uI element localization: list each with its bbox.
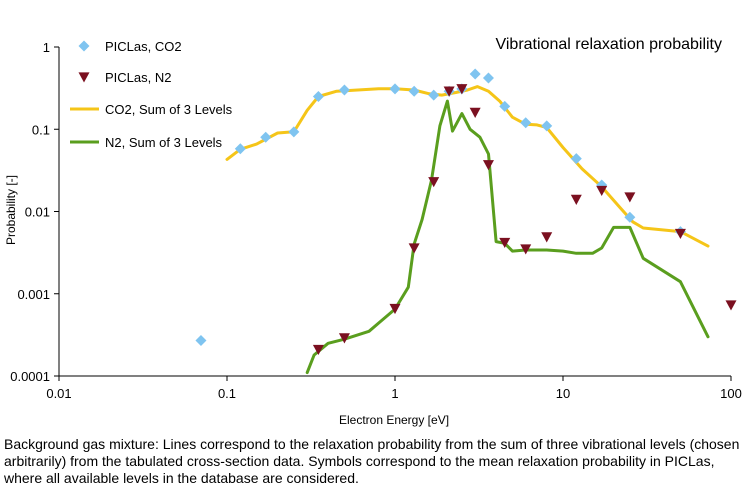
x-tick-label: 1 — [391, 386, 398, 401]
n2-data-point — [312, 344, 324, 355]
legend: PICLas, CO2 PICLas, N2 CO2, Sum of 3 Level… — [70, 39, 233, 150]
n2-data-point — [482, 160, 494, 171]
co2-data-point — [541, 120, 553, 132]
y-tick-label: 0.0001 — [10, 369, 50, 384]
co2-data-point — [570, 153, 582, 165]
y-tick-label: 0.001 — [17, 287, 50, 302]
n2-data-point — [408, 243, 420, 254]
n2-data-point — [596, 185, 608, 197]
co2-data-point — [195, 335, 207, 347]
series-lines — [225, 85, 710, 375]
co2-data-point — [338, 84, 350, 96]
n2-data-point — [499, 237, 511, 248]
axes: 0.01 0.1 1 10 100 0.0001 0.001 0.01 0.1 1 — [10, 40, 742, 401]
legend-marker-swatch — [78, 72, 90, 83]
n2-data-point — [443, 86, 455, 97]
legend-item-3: N2, Sum of 3 Levels — [70, 135, 223, 150]
n2-data-point — [570, 194, 582, 205]
n2-data-point — [725, 300, 737, 311]
series-line-2 — [225, 85, 710, 248]
n2-data-point — [456, 84, 468, 95]
legend-label: N2, Sum of 3 Levels — [105, 135, 223, 150]
legend-item-2: CO2, Sum of 3 Levels — [70, 102, 233, 117]
n2-data-point — [389, 303, 401, 315]
legend-item-0: PICLas, CO2 — [78, 39, 182, 54]
legend-label: CO2, Sum of 3 Levels — [105, 102, 233, 117]
legend-marker-swatch — [78, 40, 90, 52]
x-tick-label: 10 — [556, 386, 570, 401]
co2-data-point — [428, 89, 440, 101]
co2-data-point — [312, 91, 324, 103]
n2-data-point — [469, 107, 481, 118]
n2-data-point — [520, 244, 532, 255]
co2-data-point — [408, 85, 420, 97]
n2-data-point — [428, 177, 440, 188]
series-line-3 — [305, 99, 710, 375]
relaxation-probability-chart: 0.01 0.1 1 10 100 0.0001 0.001 0.01 0.1 1 Vibrati… — [4, 36, 742, 427]
co2-data-point — [288, 126, 300, 138]
co2-data-point — [234, 143, 246, 155]
y-axis-label: Probability [-] — [4, 175, 18, 245]
legend-label: PICLas, N2 — [105, 70, 171, 85]
co2-data-point — [624, 211, 636, 223]
y-tick-label: 0.01 — [25, 205, 50, 220]
series-markers — [195, 68, 737, 355]
n2-data-point — [674, 228, 686, 240]
co2-data-point — [469, 68, 481, 80]
chart-caption: Background gas mixture: Lines correspond… — [4, 436, 740, 486]
co2-data-point — [260, 131, 272, 143]
n2-data-point — [624, 192, 636, 203]
legend-item-1: PICLas, N2 — [78, 70, 171, 85]
x-tick-label: 0.01 — [46, 386, 71, 401]
x-axis-label: Electron Energy [eV] — [339, 413, 449, 427]
x-tick-label: 100 — [720, 386, 742, 401]
co2-data-point — [389, 83, 401, 95]
x-tick-label: 0.1 — [218, 386, 236, 401]
legend-label: PICLas, CO2 — [105, 39, 182, 54]
co2-data-point — [520, 117, 532, 129]
y-tick-label: 0.1 — [32, 122, 50, 137]
y-tick-label: 1 — [43, 40, 50, 55]
co2-data-point — [482, 72, 494, 84]
n2-data-point — [541, 232, 553, 243]
chart-title: Vibrational relaxation probability — [495, 36, 722, 53]
co2-data-point — [499, 100, 511, 112]
n2-data-point — [338, 333, 350, 344]
